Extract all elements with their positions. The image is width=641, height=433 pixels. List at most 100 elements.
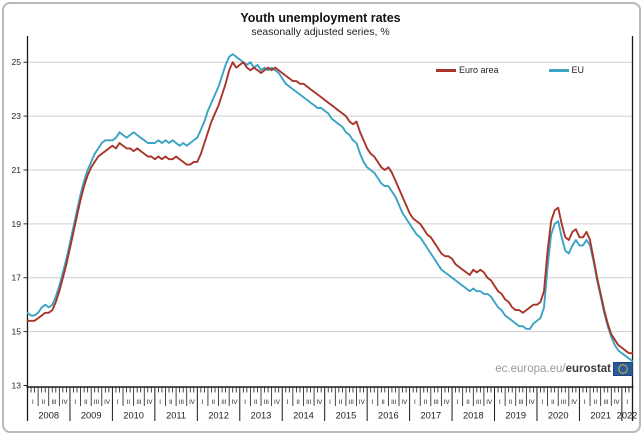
eu-flag-part	[624, 364, 626, 367]
quarter-label: III	[221, 399, 226, 406]
quarter-label: III	[434, 399, 439, 406]
quarter-label: III	[349, 399, 354, 406]
year-label: 2018	[463, 411, 484, 421]
quarter-label: III	[476, 399, 481, 406]
quarter-label: IV	[571, 399, 578, 406]
quarter-label: III	[51, 399, 56, 406]
series-line-eu	[26, 53, 634, 363]
quarter-label: II	[594, 399, 598, 406]
quarter-label: IV	[274, 399, 281, 406]
eu-flag-part	[622, 364, 624, 366]
chart-subtitle: seasonally adjusted series, %	[251, 26, 390, 38]
quarter-label: III	[306, 399, 311, 406]
quarter-label: IV	[359, 399, 366, 406]
quarter-label: IV	[614, 399, 621, 406]
quarter-label: I	[287, 399, 289, 406]
quarter-label: I	[457, 399, 459, 406]
eu-flag-part	[618, 366, 621, 368]
legend-item-euro-area: Euro area	[436, 65, 499, 75]
quarter-label: II	[169, 399, 173, 406]
year-label: 2013	[251, 411, 272, 421]
year-label: 2015	[336, 411, 357, 421]
quarter-label: I	[159, 399, 161, 406]
eu-line-swatch-icon	[548, 68, 569, 72]
year-label: 2009	[81, 411, 102, 421]
chart-title: Youth unemployment rates	[240, 11, 401, 25]
quarter-label: III	[603, 399, 608, 406]
eurostat-credit: ec.europa.eu/eurostat	[0, 362, 633, 376]
quarter-label: II	[84, 399, 88, 406]
year-label: 2010	[123, 411, 144, 421]
quarter-label: I	[244, 399, 246, 406]
quarter-label: IV	[316, 399, 323, 406]
quarter-label: II	[509, 399, 513, 406]
series-line-euro-area	[26, 61, 634, 355]
quarter-label: II	[127, 399, 131, 406]
euro-area-line-swatch-icon	[436, 68, 456, 72]
quarter-label: IV	[232, 399, 239, 406]
chart-legend: Euro area EU	[436, 65, 584, 75]
quarter-label: I	[414, 399, 416, 406]
quarter-label: IV	[104, 399, 111, 406]
quarter-label: II	[339, 399, 343, 406]
year-label: 2021	[590, 411, 611, 421]
credit-url-brand: eurostat	[565, 363, 611, 375]
quarter-label: IV	[486, 399, 493, 406]
legend-label-euro-area: Euro area	[459, 65, 499, 75]
quarter-label: II	[254, 399, 258, 406]
eu-flag-part	[620, 364, 622, 367]
quarter-label: III	[561, 399, 566, 406]
y-tick-label: 15	[12, 327, 22, 337]
quarter-label: III	[518, 399, 523, 406]
quarter-label: I	[541, 399, 543, 406]
eu-flag-part	[618, 368, 620, 370]
quarter-label: II	[296, 399, 300, 406]
year-label: 2016	[378, 411, 399, 421]
eu-flag-part	[620, 371, 622, 374]
quarter-label: II	[424, 399, 428, 406]
year-label: 2017	[420, 411, 441, 421]
quarter-label: I	[626, 399, 628, 406]
y-tick-label: 21	[12, 165, 22, 175]
credit-url-prefix: ec.europa.eu/	[495, 363, 566, 375]
year-label: 2014	[293, 411, 314, 421]
quarter-label: II	[381, 399, 385, 406]
y-tick-label: 13	[12, 381, 22, 391]
year-label: 2011	[166, 411, 186, 421]
quarter-label: II	[212, 399, 216, 406]
year-label: 2019	[505, 411, 526, 421]
quarter-label: I	[329, 399, 331, 406]
y-tick-label: 17	[12, 273, 22, 283]
quarter-label: III	[179, 399, 184, 406]
year-label: 2012	[208, 411, 229, 421]
eu-flag-part	[618, 370, 621, 372]
quarter-label: I	[32, 399, 34, 406]
eu-flag-part	[625, 370, 628, 372]
quarter-label: IV	[189, 399, 196, 406]
quarter-label: IV	[147, 399, 154, 406]
legend-label-eu: EU	[571, 65, 585, 75]
eu-flag-part	[613, 362, 633, 376]
quarter-label: II	[42, 399, 46, 406]
eu-flag-part	[622, 372, 624, 374]
eu-flag-icon	[613, 362, 633, 376]
quarter-label: III	[94, 399, 99, 406]
quarter-label: III	[264, 399, 269, 406]
quarter-label: IV	[444, 399, 451, 406]
quarter-label: IV	[62, 399, 69, 406]
legend-item-eu: EU	[548, 65, 585, 75]
year-label: 2008	[38, 411, 59, 421]
y-tick-label: 25	[12, 57, 22, 67]
quarter-label: I	[584, 399, 586, 406]
y-tick-label: 19	[12, 219, 22, 229]
quarter-label: III	[391, 399, 396, 406]
eu-flag-part	[624, 371, 626, 374]
eu-flag-part	[626, 368, 628, 370]
y-tick-label: 23	[12, 111, 22, 121]
year-label: 2022	[617, 411, 638, 421]
quarter-label: I	[117, 399, 119, 406]
quarter-label: IV	[529, 399, 536, 406]
year-label: 2020	[548, 411, 569, 421]
